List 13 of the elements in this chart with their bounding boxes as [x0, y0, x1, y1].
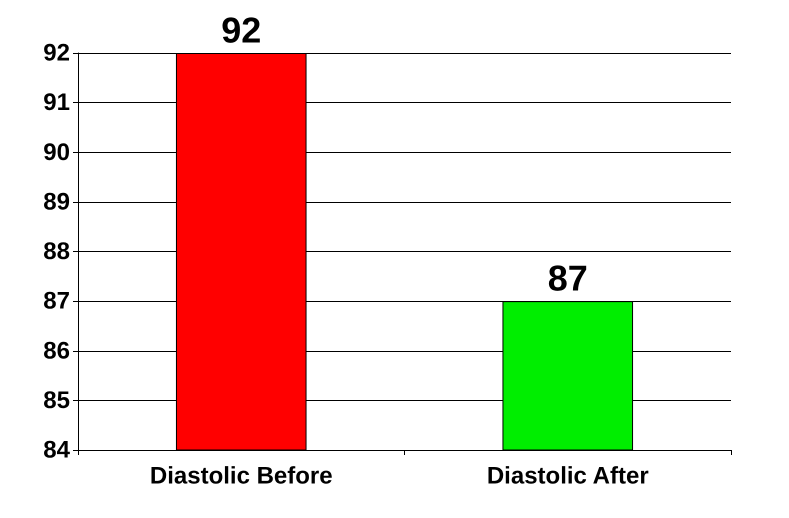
- y-tick-label: 87: [43, 288, 70, 315]
- y-tick-label: 86: [43, 337, 70, 364]
- y-tick-label: 92: [43, 40, 70, 66]
- y-tick-label: 91: [43, 89, 70, 116]
- y-tick-label: 88: [43, 238, 70, 265]
- data-label: 87: [548, 258, 588, 299]
- y-tick-label: 89: [43, 188, 70, 216]
- data-label: 92: [221, 10, 262, 50]
- y-tick-label: 84: [43, 436, 71, 464]
- y-tick-label: 85: [43, 386, 70, 414]
- x-tick-label: Diastolic After: [486, 462, 649, 490]
- x-tick-label: Diastolic Before: [150, 462, 333, 490]
- y-tick-label: 90: [43, 138, 70, 166]
